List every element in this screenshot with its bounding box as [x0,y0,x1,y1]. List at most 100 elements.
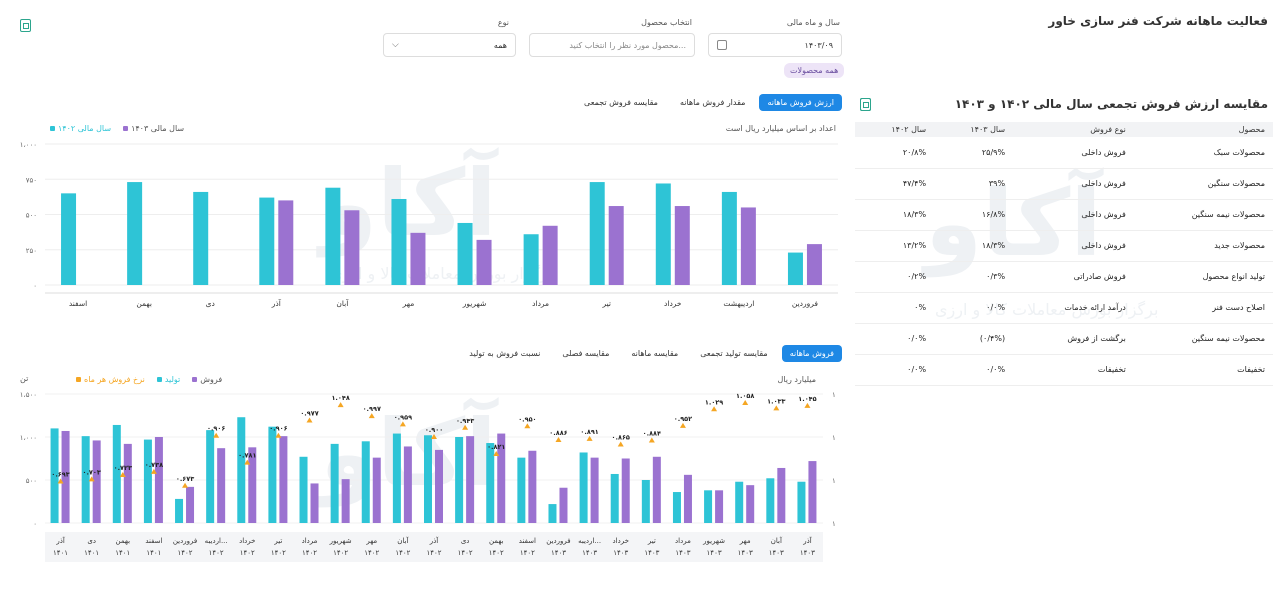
year-label: سال و ماه مالی [786,18,840,27]
col-sale-type: نوع فروش [1013,122,1134,137]
y2-tick-label: ۱ [832,434,836,442]
rate-marker [773,405,780,411]
bar-sales [621,458,630,523]
x-tick-year: ۱۴۰۳ [644,549,659,557]
x-tick-label: تیر [647,537,656,545]
cell-sale-type: فروش داخلی [1013,230,1134,262]
x-tick-year: ۱۴۰۲ [302,549,317,557]
x-tick-label: آذر [271,298,282,308]
x-tick-year: ۱۴۰۳ [738,549,753,557]
tab-monthly-value[interactable]: ارزش فروش ماهانه [759,94,842,111]
bar-1402 [127,182,143,285]
table-export-icon[interactable] [860,98,871,111]
bar-sales [590,457,599,523]
rate-label: ۰.۶۹۳ [51,471,69,479]
bottom-chart: ۰ ۱ ۵۰۰ ۱ ۱،۰۰۰ ۱ ۱،۵۰۰ ۱ ۰.۶۹۳ آذر ۱۴۰۱ ۰.۷۰۳ دی ۱۴۰… [20,391,836,562]
cell-1403: ۰/۰% [934,292,1014,324]
bar-production [455,437,464,523]
rate-label: ۱.۰۳۳ [767,397,785,405]
rate-marker [617,441,624,447]
rate-marker [399,421,406,427]
cell-1402: ۴۷/۴% [855,168,935,200]
top-legend: سال مالی ۱۴۰۲ سال مالی ۱۴۰۳ [50,124,184,133]
y-tick-label: ۰ [33,520,37,528]
export-icon[interactable] [20,19,31,32]
tab-monthly-compare[interactable]: مقایسه ماهانه [631,349,679,358]
product-input[interactable]: محصول مورد نظر را انتخاب کنید... [529,33,695,57]
bar-1402 [259,197,275,285]
table-row: تولید انواع محصول فروش صادراتی ۰/۳% ۰/۲% [855,261,1273,293]
bar-sales [497,433,506,523]
rate-label: ۱.۰۲۹ [705,398,723,406]
x-tick-label: شهریور [462,299,486,308]
cell-product: محصولات نیمه سنگین [1133,323,1273,355]
rate-label: ۰.۸۸۶ [549,429,567,437]
x-tick-year: ۱۴۰۲ [240,549,255,557]
table-title: مقایسه ارزش فروش تجمعی سال مالی ۱۴۰۲ و ۱… [954,97,1268,111]
rate-label: ۰.۹۵۲ [674,415,692,423]
rate-label: ۱.۰۴۵ [798,395,816,403]
x-tick-year: ۱۴۰۲ [489,549,504,557]
rate-marker [431,434,437,439]
x-tick-label: تیر [601,299,611,308]
bar-1402 [787,252,803,285]
cell-1403: ۱۸/۳% [934,230,1014,262]
bottom-chart-tabs: فروش ماهانه مقایسه تولید تجمعی مقایسه ما… [461,345,842,362]
x-tick-label: آذر [429,536,439,545]
rate-marker [648,437,655,443]
x-tick-label: آذر [802,536,812,545]
x-tick-year: ۱۴۰۳ [769,549,784,557]
bar-sales [403,446,412,523]
bar-sales [154,437,163,523]
rate-label: ۰.۹۰۰ [425,426,443,434]
bar-production [299,456,308,523]
tab-cumulative[interactable]: مقایسه فروش تجمعی [584,98,658,107]
x-tick-label: مهر [739,537,751,545]
tab-monthly-sales[interactable]: فروش ماهانه [781,345,842,362]
left-unit: تن [20,374,29,383]
bar-production [392,433,401,523]
bar-sales [123,443,132,523]
table-row: اصلاح دست فنر درآمد ارائه خدمات ۰/۰% ۰% [855,292,1273,324]
cell-1402: ۰/۲% [855,261,935,293]
rate-label: ۰.۹۰۶ [207,425,225,433]
bar-sales [217,448,226,523]
bar-sales [715,490,724,523]
top-chart-note: اعداد بر اساس میلیارد ریال است [725,124,836,133]
bar-1402 [391,198,407,285]
cell-sale-type: فروش داخلی [1013,199,1134,231]
tab-monthly-amount[interactable]: مقدار فروش ماهانه [679,98,746,107]
y2-tick-label: ۱ [832,520,836,528]
cell-1403: ۲۵/۹% [934,137,1014,169]
x-tick-year: ۱۴۰۳ [613,549,628,557]
bar-sales [248,447,257,523]
y-tick-label: ۲۵۰ [26,247,37,255]
x-tick-label: دی [461,537,470,545]
tab-sales-production-ratio[interactable]: نسبت فروش به تولید [469,349,541,358]
table-row: محصولات نیمه سنگین فروش داخلی ۱۶/۸% ۱۸/۳% [855,199,1273,231]
x-tick-label: خرداد [239,537,255,545]
x-tick-label: خرداد [613,537,629,545]
bar-sales [559,487,568,523]
rate-marker [742,400,749,406]
x-tick-label: خرداد [664,299,682,308]
rate-label: ۰.۹۹۷ [363,405,381,413]
cell-product: محصولات سبک [1133,137,1273,169]
tab-seasonal-compare[interactable]: مقایسه فصلی [562,349,610,358]
rate-marker [555,437,562,443]
y-tick-label: ۵۰۰ [26,477,37,485]
chevron-down-icon: ⌵ [392,40,399,50]
all-products-chip[interactable]: همه محصولات [784,63,845,78]
rate-marker [337,402,344,408]
bar-production [206,430,215,523]
rate-marker [182,482,189,488]
rate-label: ۰.۷۳۸ [145,461,163,469]
bar-1403 [740,207,756,285]
rate-label: ۰.۸۶۵ [612,434,630,442]
rate-marker [711,406,718,412]
tab-production-cumulative[interactable]: مقایسه تولید تجمعی [700,349,768,358]
calendar-icon [717,40,727,50]
year-field[interactable]: ۱۴۰۳/۰۹ [708,33,842,57]
bar-1402 [193,191,209,285]
type-select[interactable]: ⌵ همه [383,33,516,57]
